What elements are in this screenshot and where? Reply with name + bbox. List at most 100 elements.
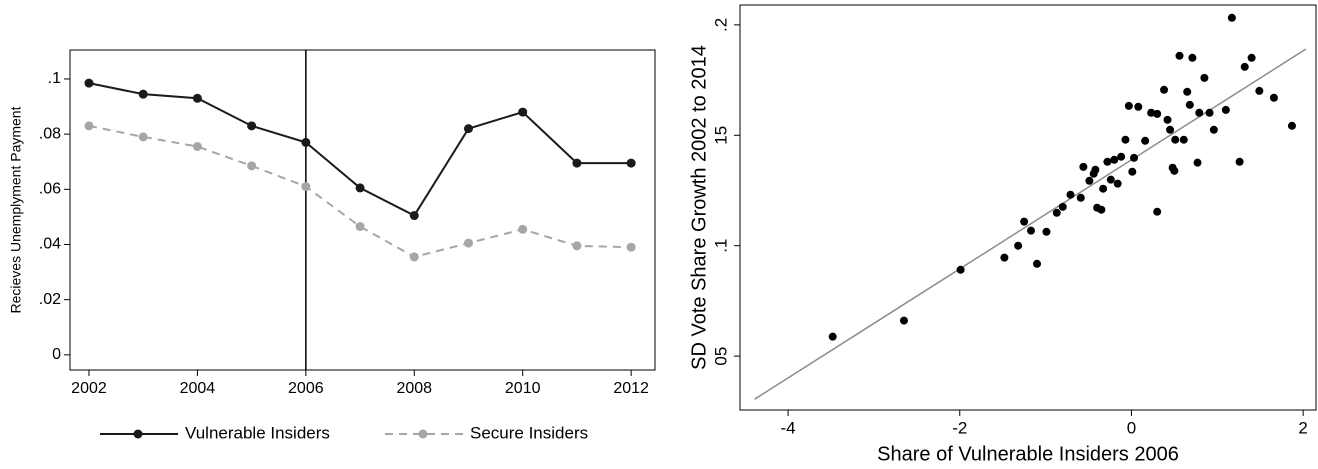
point <box>1110 155 1119 164</box>
plot-frame <box>69 49 656 371</box>
point <box>463 124 473 134</box>
x-tick-label: 2012 <box>613 380 649 397</box>
x-tick-label: -4 <box>781 418 796 437</box>
point <box>1085 176 1094 185</box>
point <box>138 132 148 142</box>
legend-label: Secure Insiders <box>470 423 588 442</box>
point <box>1130 153 1139 162</box>
point <box>956 265 965 274</box>
y-tick-label: .06 <box>39 181 61 198</box>
point <box>409 252 419 262</box>
point <box>355 183 365 193</box>
point <box>1141 136 1150 145</box>
point <box>1103 157 1112 166</box>
point <box>1153 109 1162 118</box>
point <box>518 224 528 234</box>
point <box>1287 121 1296 130</box>
point <box>84 78 94 88</box>
point <box>1014 241 1023 250</box>
point <box>355 222 365 232</box>
point <box>1058 202 1067 211</box>
point <box>1042 227 1051 236</box>
point <box>1076 193 1085 202</box>
point <box>1097 205 1106 214</box>
x-tick-label: 2008 <box>396 380 432 397</box>
point <box>138 89 148 99</box>
y-tick-label: .04 <box>39 236 61 253</box>
point <box>1106 175 1115 184</box>
point <box>247 161 257 171</box>
x-tick-label: 2002 <box>71 380 107 397</box>
y-axis-title: Recieves Unemplyment Payment <box>8 106 24 313</box>
point <box>1166 125 1175 134</box>
point <box>1033 259 1042 268</box>
point <box>1113 179 1122 188</box>
point <box>1160 85 1169 94</box>
point <box>1205 108 1214 117</box>
point <box>1195 108 1204 117</box>
point <box>572 158 582 168</box>
y-tick-label: 05 <box>711 347 730 366</box>
plot-frame <box>739 4 1317 411</box>
point <box>1066 190 1075 199</box>
point <box>1170 166 1179 175</box>
point <box>1000 253 1009 262</box>
x-tick-label: -2 <box>952 418 967 437</box>
point <box>1269 93 1278 102</box>
y-tick-label: 0 <box>52 346 61 363</box>
point <box>626 158 636 168</box>
point <box>247 121 257 131</box>
point <box>1027 226 1036 235</box>
y-axis-title: SD Vote Share Growth 2002 to 2014 <box>688 45 710 370</box>
point <box>1235 157 1244 166</box>
point <box>1052 208 1061 217</box>
point <box>301 137 311 147</box>
point <box>1183 87 1192 96</box>
point <box>518 107 528 117</box>
point <box>899 316 908 325</box>
point <box>1128 167 1137 176</box>
x-tick-label: 0 <box>1127 418 1136 437</box>
point <box>1020 217 1029 226</box>
point <box>572 241 582 251</box>
point <box>1247 53 1256 62</box>
point <box>1147 108 1156 117</box>
y-tick-label: .2 <box>711 18 730 32</box>
point <box>1134 102 1143 111</box>
y-tick-label: .02 <box>39 291 61 308</box>
point <box>1091 165 1100 174</box>
x-tick-label: 2010 <box>505 380 541 397</box>
point <box>301 182 311 192</box>
point <box>84 121 94 131</box>
point <box>1185 100 1194 109</box>
y-tick-label: .1 <box>48 70 61 87</box>
y-tick-label: 15 <box>711 126 730 145</box>
x-axis-title: Share of Vulnerable Insiders 2006 <box>877 443 1179 465</box>
point <box>1124 101 1133 110</box>
point <box>192 93 202 103</box>
point <box>1117 152 1126 161</box>
y-tick-label: .1 <box>711 239 730 253</box>
point <box>626 242 636 252</box>
fit-line <box>754 48 1307 400</box>
point <box>1163 115 1172 124</box>
point <box>192 142 202 152</box>
point <box>828 332 837 341</box>
point <box>1079 162 1088 171</box>
point <box>1171 135 1180 144</box>
legend-label: Vulnerable Insiders <box>185 423 330 442</box>
point <box>1175 51 1184 60</box>
point <box>409 211 419 221</box>
legend-marker <box>418 429 428 439</box>
point <box>1153 207 1162 216</box>
point <box>1188 53 1197 62</box>
point <box>1200 73 1209 82</box>
point <box>1227 13 1236 22</box>
point <box>1209 125 1218 134</box>
point <box>463 238 473 248</box>
point <box>1240 62 1249 71</box>
point <box>1179 135 1188 144</box>
point <box>1121 135 1130 144</box>
x-tick-label: 2006 <box>288 380 324 397</box>
